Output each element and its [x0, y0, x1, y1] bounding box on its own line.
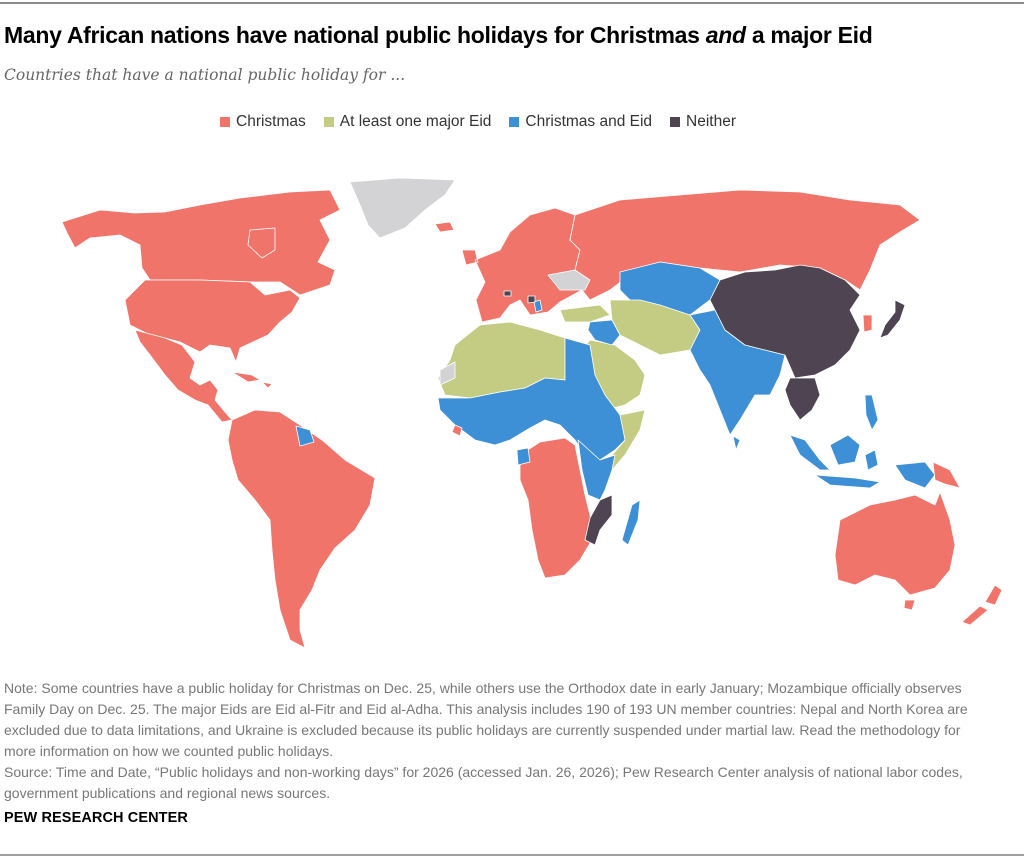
region-south-korea — [862, 314, 873, 333]
legend-item-both: Christmas and Eid — [509, 113, 652, 131]
legend: Christmas At least one major Eid Christm… — [220, 113, 736, 131]
world-map — [61, 177, 1003, 649]
legend-label: At least one major Eid — [339, 113, 492, 130]
region-central-southern-africa — [519, 437, 596, 579]
region-philippines — [864, 394, 879, 431]
region-liberia — [451, 424, 463, 437]
footnote: Note: Some countries have a public holid… — [4, 678, 994, 804]
chart-title: Many African nations have national publi… — [4, 22, 873, 49]
top-rule — [0, 2, 1024, 4]
region-canada-alaska — [61, 189, 341, 296]
region-madagascar — [621, 499, 641, 546]
region-ukraine — [547, 269, 591, 291]
title-text-end: a major Eid — [745, 22, 873, 48]
legend-label: Neither — [686, 113, 737, 130]
region-bosnia-albania — [533, 299, 543, 313]
region-mexico-central-america — [134, 329, 233, 423]
legend-swatch-christmas — [220, 117, 230, 127]
region-indonesia-malaysia — [789, 434, 936, 489]
legend-item-eid: At least one major Eid — [323, 113, 492, 131]
region-australia — [834, 491, 956, 611]
legend-label: Christmas — [236, 113, 306, 130]
region-western-sahara — [439, 361, 456, 386]
region-china-mongolia — [709, 264, 861, 379]
region-somalia — [607, 409, 646, 471]
region-mozambique — [584, 494, 613, 546]
legend-swatch-eid — [323, 117, 334, 127]
title-emphasis: and — [705, 22, 746, 48]
legend-label: Christmas and Eid — [525, 113, 653, 130]
note-text: Note: Some countries have a public holid… — [4, 680, 968, 759]
chart-subtitle: Countries that have a national public ho… — [4, 66, 406, 84]
region-europe — [461, 207, 583, 323]
bottom-rule — [0, 854, 1024, 856]
legend-swatch-neither — [670, 117, 681, 127]
brand-logo: PEW RESEARCH CENTER — [4, 810, 188, 826]
legend-item-neither: Neither — [670, 113, 736, 131]
region-japan — [879, 299, 906, 339]
source-text: Source: Time and Date, “Public holidays … — [4, 764, 963, 801]
region-balkan-neither — [503, 290, 536, 304]
region-guyana-suriname — [295, 425, 315, 447]
region-levant-iraq — [587, 319, 621, 346]
region-east-africa — [577, 439, 616, 501]
region-new-zealand — [961, 584, 1003, 626]
region-greenland — [349, 177, 456, 239]
region-gabon — [516, 447, 531, 466]
region-papua-new-guinea — [932, 461, 961, 489]
region-indochina — [784, 377, 821, 421]
title-text: Many African nations have national publi… — [4, 22, 706, 48]
region-south-america — [227, 409, 376, 649]
legend-swatch-both — [509, 117, 520, 127]
region-turkey — [559, 304, 611, 323]
legend-item-christmas: Christmas — [220, 113, 306, 131]
region-iceland — [434, 221, 455, 233]
region-caribbean — [231, 371, 273, 389]
